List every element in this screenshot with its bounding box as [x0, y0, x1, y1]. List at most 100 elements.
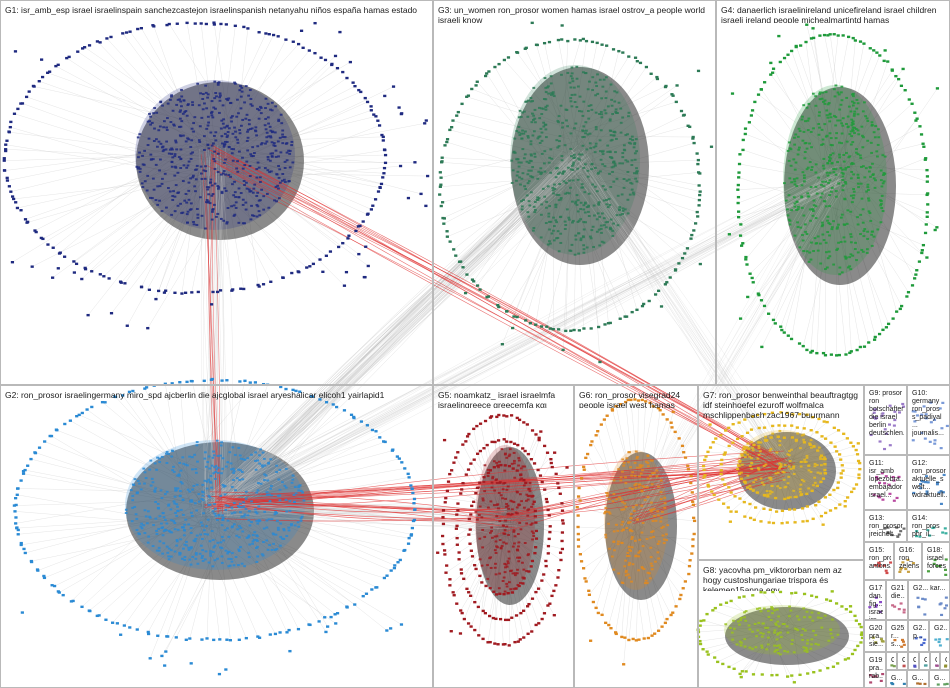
node-mark [179, 100, 183, 103]
node-mark [201, 97, 205, 100]
node-mark [345, 605, 349, 608]
node-mark [407, 536, 411, 540]
node-mark [194, 190, 197, 193]
node-mark [140, 182, 144, 185]
node-mark [192, 539, 196, 542]
node-mark [267, 122, 270, 125]
inter-edge [643, 177, 840, 527]
node-mark [249, 218, 253, 221]
node-mark [378, 436, 382, 439]
node-mark [178, 125, 181, 128]
node-mark [251, 540, 255, 543]
node-mark [173, 291, 177, 294]
node-mark [196, 216, 200, 219]
node-mark [241, 478, 245, 481]
node-mark [203, 457, 207, 460]
node-mark [235, 115, 239, 118]
node-mark [207, 193, 211, 196]
node-mark [173, 195, 177, 198]
node-mark [271, 152, 274, 155]
node-mark [267, 206, 271, 209]
node-mark [240, 90, 244, 93]
node-mark [229, 102, 232, 105]
node-mark [165, 23, 169, 27]
node-mark [95, 40, 100, 43]
cluster-shadow [511, 67, 649, 265]
node-mark [231, 288, 235, 291]
node-mark [150, 197, 154, 200]
node-mark [251, 534, 255, 537]
node-mark [216, 471, 220, 474]
node-mark [268, 544, 272, 547]
node-mark [370, 428, 375, 432]
node-mark [293, 500, 296, 503]
node-mark [291, 474, 295, 477]
node-mark [16, 107, 20, 111]
node-mark [149, 123, 152, 126]
node-mark [381, 135, 385, 139]
node-mark [180, 105, 183, 108]
node-mark [221, 519, 225, 522]
node-mark [269, 108, 272, 111]
node-mark [232, 502, 236, 505]
node-mark [199, 533, 203, 536]
node-mark [230, 560, 234, 563]
node-mark [236, 98, 239, 101]
node-mark [19, 543, 23, 547]
node-mark [255, 535, 259, 538]
node-mark [330, 62, 334, 66]
node-mark [233, 453, 237, 456]
node-mark [7, 130, 11, 133]
node-mark [169, 98, 172, 101]
node-mark [147, 137, 151, 140]
node-mark [155, 549, 159, 552]
node-mark [185, 166, 189, 169]
node-mark [56, 267, 60, 270]
inter-edge [221, 496, 506, 513]
node-mark [206, 96, 209, 99]
node-mark [205, 127, 209, 130]
node-mark [83, 267, 88, 271]
node-mark [376, 119, 380, 122]
node-mark [158, 169, 161, 172]
node-mark [353, 603, 357, 606]
node-mark [372, 113, 376, 116]
node-mark [177, 191, 181, 194]
node-mark [209, 474, 213, 477]
node-mark [324, 630, 328, 634]
node-mark [279, 113, 283, 116]
node-mark [21, 472, 26, 475]
inter-edge [209, 181, 847, 509]
node-mark [176, 505, 179, 508]
node-mark [261, 283, 266, 286]
node-mark [230, 512, 234, 515]
node-mark [249, 97, 253, 100]
node-mark [245, 181, 248, 184]
node-mark [259, 482, 263, 485]
node-mark [232, 194, 236, 197]
node-mark [169, 549, 173, 552]
node-mark [203, 135, 206, 138]
node-mark [269, 487, 273, 490]
node-mark [176, 528, 180, 531]
node-mark [109, 35, 113, 39]
node-mark [7, 185, 11, 188]
node-mark [227, 146, 231, 149]
node-mark [256, 635, 260, 638]
node-mark [196, 460, 199, 463]
inter-edge [215, 515, 512, 522]
node-mark [198, 125, 202, 128]
node-mark [379, 182, 384, 186]
node-mark [266, 116, 270, 119]
node-mark [139, 488, 143, 491]
node-mark [283, 136, 287, 139]
node-mark [268, 170, 271, 173]
node-mark [217, 672, 222, 676]
node-mark [229, 462, 233, 465]
node-mark [257, 166, 261, 169]
node-mark [153, 107, 157, 110]
node-mark [209, 131, 213, 134]
node-mark [204, 465, 208, 468]
node-mark [195, 441, 199, 444]
node-mark [426, 174, 430, 178]
